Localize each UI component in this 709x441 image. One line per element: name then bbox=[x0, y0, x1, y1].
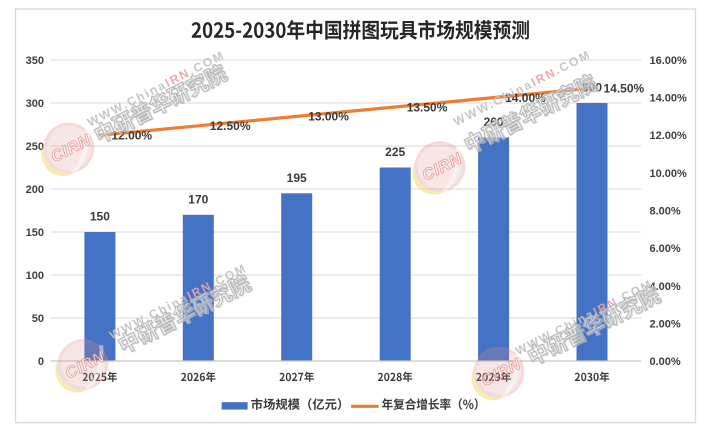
svg-text:350: 350 bbox=[26, 55, 44, 67]
svg-text:0.00%: 0.00% bbox=[650, 356, 681, 368]
svg-text:12.00%: 12.00% bbox=[650, 130, 688, 142]
svg-text:100: 100 bbox=[26, 270, 44, 282]
svg-text:12.00%: 12.00% bbox=[111, 129, 152, 143]
svg-text:50: 50 bbox=[32, 313, 44, 325]
svg-text:10.00%: 10.00% bbox=[650, 168, 688, 180]
svg-text:6.00%: 6.00% bbox=[650, 243, 681, 255]
svg-text:300: 300 bbox=[26, 98, 44, 110]
svg-text:170: 170 bbox=[188, 192, 208, 206]
svg-text:14.50%: 14.50% bbox=[604, 82, 645, 96]
svg-text:195: 195 bbox=[287, 171, 307, 185]
svg-text:13.00%: 13.00% bbox=[308, 110, 349, 124]
svg-text:0: 0 bbox=[38, 356, 44, 368]
svg-text:250: 250 bbox=[26, 141, 44, 153]
svg-text:150: 150 bbox=[90, 210, 110, 224]
svg-text:225: 225 bbox=[385, 145, 405, 159]
svg-text:13.50%: 13.50% bbox=[407, 100, 448, 114]
svg-text:14.00%: 14.00% bbox=[650, 93, 688, 105]
svg-text:200: 200 bbox=[26, 184, 44, 196]
svg-text:150: 150 bbox=[26, 227, 44, 239]
svg-text:14.00%: 14.00% bbox=[505, 91, 546, 105]
svg-text:12.50%: 12.50% bbox=[210, 119, 251, 133]
svg-text:16.00%: 16.00% bbox=[650, 55, 688, 67]
svg-text:2.00%: 2.00% bbox=[650, 318, 681, 330]
svg-text:4.00%: 4.00% bbox=[650, 281, 681, 293]
svg-text:8.00%: 8.00% bbox=[650, 206, 681, 218]
